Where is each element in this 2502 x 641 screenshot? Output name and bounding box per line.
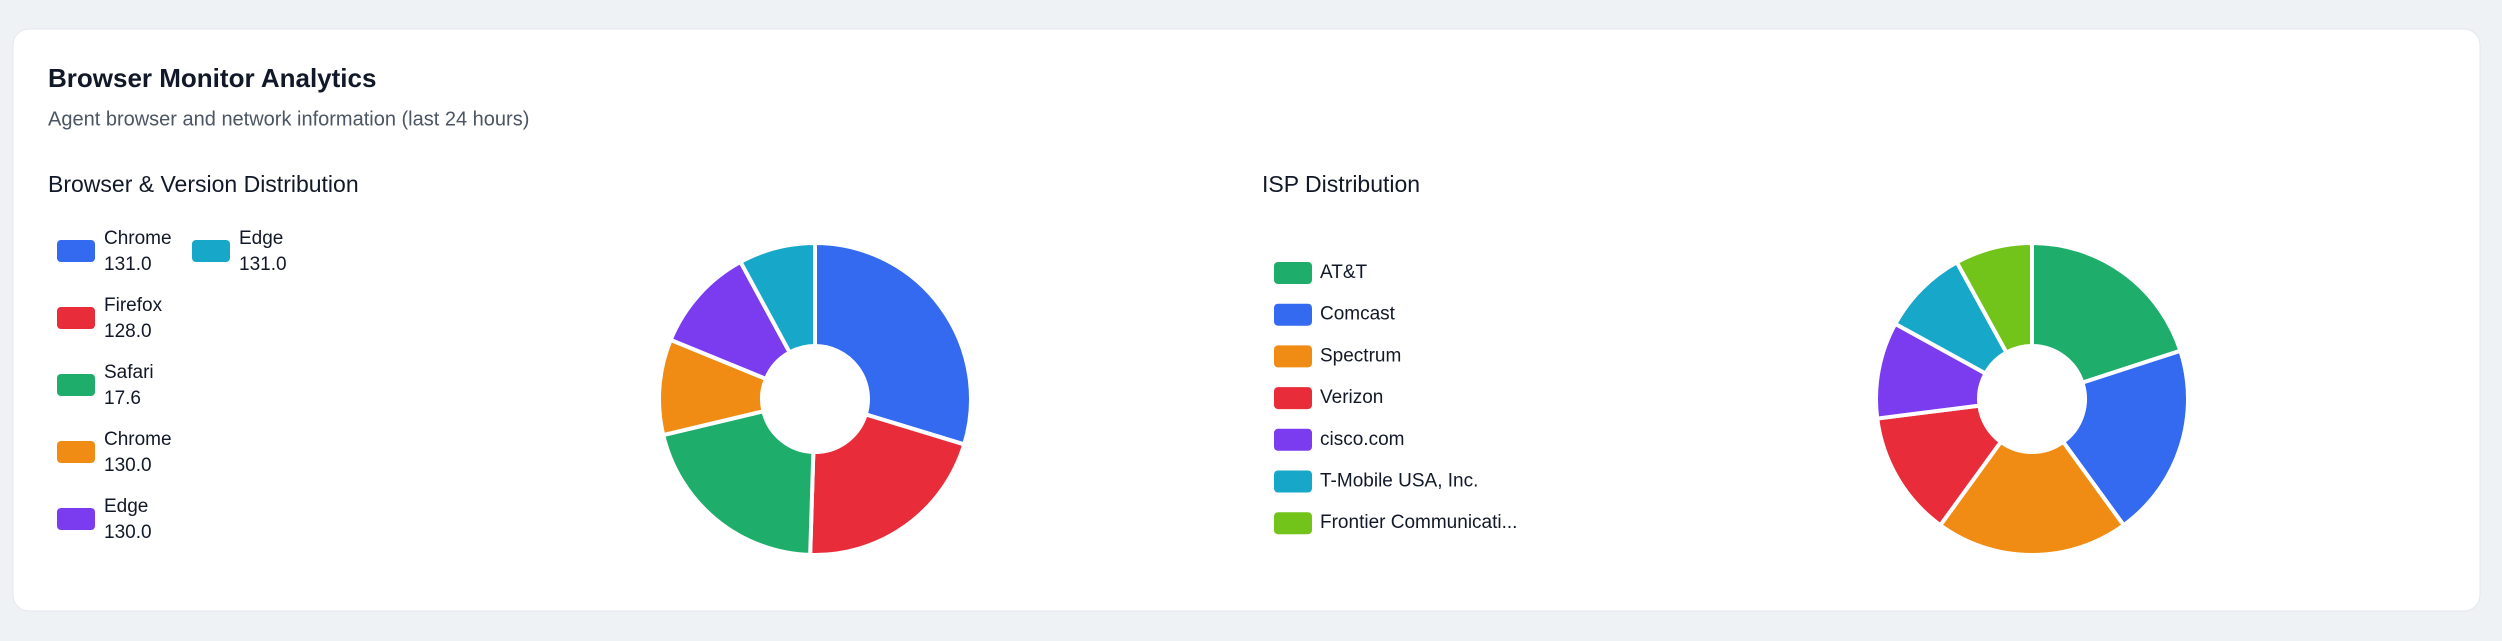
legend-swatch [1274,303,1312,326]
card-title: Browser Monitor Analytics [48,63,376,93]
legend-label: Comcast [1320,304,1396,325]
legend-label: Frontier Communicati... [1320,512,1517,533]
legend-version: 131.0 [104,254,152,275]
slice [2030,241,2183,385]
legend-swatch [1274,262,1312,284]
card [12,28,2481,612]
legend-label: Chrome [104,429,172,450]
legend-label: Safari [104,362,154,383]
legend-swatch [57,374,95,396]
slice [738,241,817,355]
legend-label: Edge [104,496,148,517]
slice [1938,439,2126,557]
legend-version: 128.0 [104,321,152,342]
legend-label: Spectrum [1320,345,1401,366]
legend-label: Edge [239,228,283,249]
slice [1875,403,2003,528]
legend-swatch [192,240,230,262]
legend-label: T-Mobile USA, Inc. [1320,471,1478,492]
slice [1954,241,2034,355]
slice [813,241,973,447]
legend-label: Verizon [1320,387,1383,408]
legend-swatch [1274,345,1312,368]
slice [668,259,792,381]
legend-version: 17.6 [104,388,141,409]
card-subtitle: Agent browser and network information (l… [48,108,529,130]
slice [808,412,967,557]
legend-label: Chrome [104,228,172,249]
chart-title: ISP Distribution [1262,171,1420,197]
legend-swatch [57,240,95,262]
legend-swatch [57,441,95,463]
legend-version: 130.0 [104,522,152,543]
legend-swatch [1274,470,1312,493]
legend-swatch [1274,387,1312,410]
legend-label: cisco.com [1320,429,1404,450]
slice [661,409,816,557]
legend-version: 130.0 [104,455,152,476]
legend-swatch [57,307,95,329]
legend-label: AT&T [1320,262,1368,283]
chart-title: Browser & Version Distribution [48,171,359,197]
legend-version: 131.0 [239,254,287,275]
legend-swatch [1274,512,1312,535]
legend-label: Firefox [104,295,163,316]
legend-swatch [1274,428,1312,451]
legend-swatch [57,508,95,530]
